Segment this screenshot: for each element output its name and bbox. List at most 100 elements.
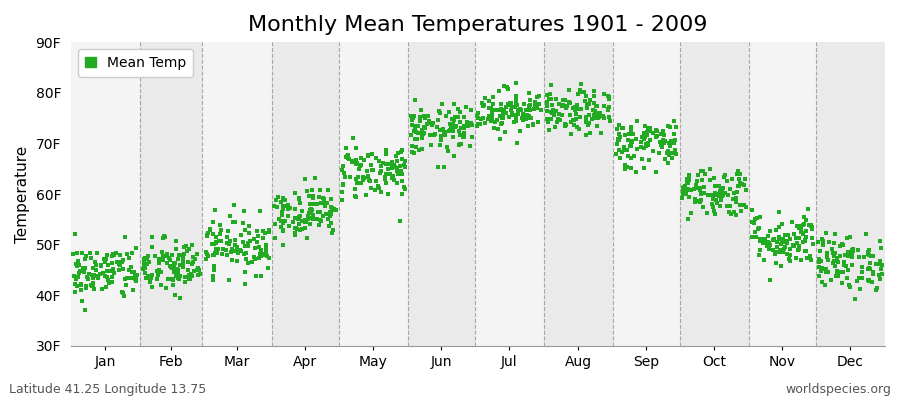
Point bbox=[831, 273, 845, 279]
Point bbox=[416, 131, 430, 137]
Point bbox=[252, 254, 266, 261]
Point bbox=[206, 266, 220, 273]
Point bbox=[863, 266, 878, 272]
Point bbox=[641, 142, 655, 148]
Point bbox=[444, 122, 458, 128]
Point bbox=[496, 111, 510, 117]
Point bbox=[831, 268, 845, 274]
Point bbox=[574, 81, 589, 87]
Point bbox=[171, 267, 185, 274]
Point bbox=[136, 266, 150, 272]
Point bbox=[770, 243, 784, 250]
Point bbox=[603, 118, 617, 124]
Point bbox=[274, 224, 288, 230]
Point bbox=[653, 139, 668, 145]
Point bbox=[276, 226, 291, 233]
Point bbox=[717, 174, 732, 180]
Point bbox=[770, 226, 784, 233]
Point bbox=[374, 188, 389, 195]
Point bbox=[556, 102, 571, 108]
Point bbox=[487, 125, 501, 132]
Point bbox=[516, 111, 530, 117]
Point bbox=[509, 102, 524, 108]
Point bbox=[292, 195, 306, 202]
Point bbox=[152, 255, 166, 262]
Point bbox=[767, 236, 781, 242]
Point bbox=[562, 87, 576, 93]
Point bbox=[271, 194, 285, 200]
Point bbox=[119, 282, 133, 288]
Point bbox=[476, 103, 491, 110]
Point bbox=[782, 256, 796, 262]
Point bbox=[238, 243, 252, 249]
Point bbox=[434, 133, 448, 139]
Point bbox=[321, 216, 336, 222]
Point bbox=[846, 246, 860, 252]
Point bbox=[316, 195, 330, 201]
Point bbox=[602, 114, 616, 120]
Text: worldspecies.org: worldspecies.org bbox=[785, 383, 891, 396]
Point bbox=[349, 160, 364, 166]
Point bbox=[624, 127, 638, 134]
Point bbox=[519, 116, 534, 122]
Point bbox=[398, 164, 412, 171]
Point bbox=[612, 131, 626, 138]
Point bbox=[510, 111, 525, 118]
Point bbox=[509, 80, 524, 86]
Point bbox=[844, 254, 859, 260]
Point bbox=[860, 266, 875, 272]
Point bbox=[485, 116, 500, 122]
Point bbox=[104, 253, 119, 259]
Point bbox=[278, 202, 293, 209]
Point bbox=[228, 242, 242, 248]
Point bbox=[450, 114, 464, 120]
Point bbox=[385, 165, 400, 172]
Point bbox=[820, 250, 834, 256]
Point bbox=[792, 235, 806, 241]
Point bbox=[310, 216, 325, 222]
Point bbox=[520, 112, 535, 118]
Point bbox=[151, 272, 166, 279]
Point bbox=[844, 253, 859, 259]
Point bbox=[390, 180, 404, 186]
Point bbox=[612, 122, 626, 128]
Point bbox=[239, 256, 254, 262]
Point bbox=[620, 152, 634, 159]
Point bbox=[570, 102, 584, 108]
Point bbox=[248, 256, 263, 262]
Point bbox=[381, 166, 395, 172]
Point bbox=[625, 165, 639, 171]
Bar bbox=[816, 42, 885, 346]
Point bbox=[298, 216, 312, 223]
Point bbox=[485, 106, 500, 113]
Point bbox=[209, 246, 223, 252]
Point bbox=[591, 114, 606, 120]
Point bbox=[863, 260, 878, 266]
Point bbox=[393, 149, 408, 156]
Point bbox=[138, 270, 152, 276]
Point bbox=[207, 240, 221, 247]
Point bbox=[234, 247, 248, 254]
Point bbox=[626, 130, 640, 137]
Point bbox=[275, 206, 290, 213]
Point bbox=[207, 207, 221, 213]
Point bbox=[484, 114, 499, 121]
Point bbox=[826, 253, 841, 259]
Point bbox=[812, 259, 826, 265]
Point bbox=[395, 171, 410, 178]
Point bbox=[646, 147, 661, 154]
Point bbox=[374, 162, 389, 169]
Point bbox=[789, 234, 804, 241]
Point bbox=[521, 123, 535, 130]
Point bbox=[417, 112, 431, 119]
Point bbox=[346, 158, 360, 165]
Point bbox=[670, 124, 684, 130]
Point bbox=[680, 176, 694, 183]
Point bbox=[337, 170, 351, 176]
Point bbox=[562, 100, 577, 107]
Point bbox=[726, 196, 741, 202]
Point bbox=[124, 274, 139, 281]
Point bbox=[532, 101, 546, 107]
Point bbox=[408, 136, 422, 142]
Point bbox=[418, 115, 432, 121]
